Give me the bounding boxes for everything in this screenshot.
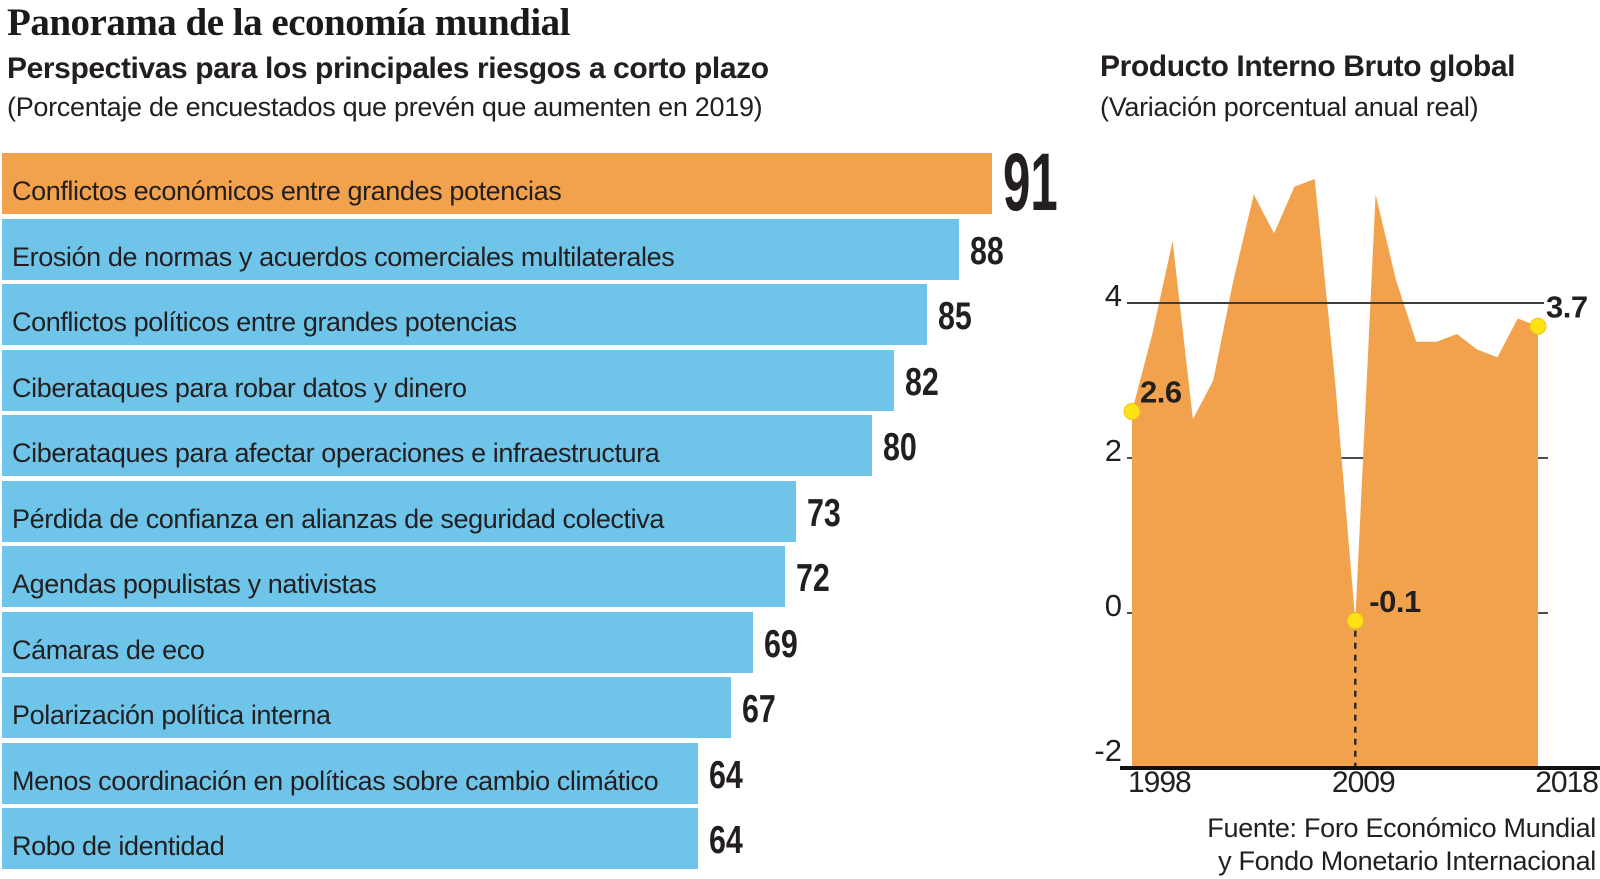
bar	[2, 742, 699, 804]
bar-row: Polarización política interna 67	[2, 677, 1058, 738]
bar	[2, 546, 786, 607]
bar-label: Pérdida de confianza en alianzas de segu…	[12, 503, 664, 534]
bar	[2, 218, 960, 280]
data-point-dot	[1123, 403, 1141, 420]
bar	[2, 677, 731, 738]
bar-label: Menos coordinación en políticas sobre ca…	[12, 765, 659, 796]
bar-value: 82	[905, 360, 940, 404]
y-tick-label: 4	[1105, 278, 1122, 313]
gdp-chart-title: Producto Interno Bruto global	[1100, 50, 1516, 83]
bar	[2, 349, 895, 411]
risks-bar-chart: Conflictos económicos entre grandes pote…	[2, 141, 1058, 874]
bar-highlighted	[2, 153, 993, 214]
annotation-label: -0.1	[1369, 584, 1421, 619]
bar-row: Menos coordinación en políticas sobre ca…	[2, 742, 1058, 804]
bar-label: Conflictos económicos entre grandes pote…	[12, 176, 562, 206]
bar	[2, 284, 927, 345]
bar-row: Cámaras de eco 69	[2, 611, 1058, 673]
data-point-dot	[1346, 612, 1364, 630]
bar-row: Ciberataques para afectar operaciones e …	[2, 415, 1058, 476]
gdp-chart-subtitle: (Variación porcentual anual real)	[1100, 92, 1479, 122]
bar-row: Erosión de normas y acuerdos comerciales…	[2, 218, 1058, 280]
bar-value: 69	[763, 622, 798, 666]
data-point-dot	[1529, 317, 1547, 335]
bar-chart-title: Perspectivas para los principales riesgo…	[7, 52, 769, 85]
x-tick-label: 2018	[1535, 766, 1598, 799]
bar	[2, 808, 699, 869]
bar-value: 64	[709, 819, 744, 862]
bar-label: Erosión de normas y acuerdos comerciales…	[12, 241, 675, 272]
x-axis	[1120, 766, 1600, 770]
bar-value: 88	[970, 229, 1005, 273]
bar-label: Robo de identidad	[12, 831, 225, 861]
y-tick-label: -2	[1094, 733, 1122, 768]
bar-row: Conflictos políticos entre grandes poten…	[2, 284, 1058, 345]
bar-value: 85	[937, 295, 972, 338]
x-tick-label: 2009	[1332, 766, 1395, 799]
bar	[2, 480, 797, 542]
source-line-1: Fuente: Foro Económico Mundial	[1207, 813, 1596, 843]
bar-value: 73	[807, 491, 842, 535]
bar-label: Ciberataques para afectar operaciones e …	[12, 438, 660, 468]
bar-row: Conflictos económicos entre grandes pote…	[2, 141, 1058, 223]
bar-value: 72	[796, 557, 831, 600]
y-tick-label: 2	[1105, 433, 1122, 468]
x-tick-label: 1998	[1128, 766, 1191, 799]
bar	[2, 611, 753, 673]
source-credit: Fuente: Foro Económico Mundial y Fondo M…	[1207, 812, 1596, 878]
bar-row: Ciberataques para robar datos y dinero 82	[2, 349, 1058, 411]
y-tick-label: 0	[1105, 588, 1122, 623]
bar-chart-note: (Porcentaje de encuestados que prevén qu…	[7, 92, 763, 122]
page-title: Panorama de la economía mundial	[7, 1, 571, 44]
bar-value: 64	[709, 753, 744, 797]
gdp-area	[1132, 179, 1538, 768]
bar-label: Conflictos políticos entre grandes poten…	[12, 307, 517, 337]
bar	[2, 415, 873, 476]
annotation-label: 2.6	[1140, 375, 1182, 410]
bar-row: Robo de identidad 64	[2, 808, 1058, 869]
source-line-2: y Fondo Monetario Internacional	[1218, 846, 1596, 876]
bar-value: 80	[883, 426, 918, 469]
annotation-label: 3.7	[1546, 289, 1588, 324]
bar-label: Cámaras de eco	[12, 634, 205, 665]
bar-value: 67	[741, 688, 776, 731]
bar-value: 91	[1003, 136, 1058, 228]
bar-label: Polarización política interna	[12, 700, 331, 730]
bar-label: Agendas populistas y nativistas	[12, 569, 377, 599]
bar-row: Pérdida de confianza en alianzas de segu…	[2, 480, 1058, 542]
bar-label: Ciberataques para robar datos y dinero	[12, 372, 467, 403]
bar-row: Agendas populistas y nativistas 72	[2, 546, 1058, 607]
